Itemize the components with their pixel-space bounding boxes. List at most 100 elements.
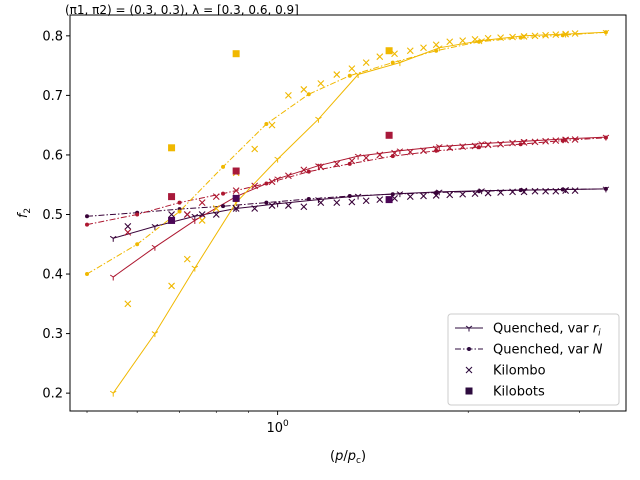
y-tick-label: 0.3: [42, 327, 63, 342]
data-point: [300, 86, 308, 93]
legend-marker: [465, 366, 473, 374]
y-tick-label: 0.2: [42, 387, 63, 402]
data-point: [420, 147, 427, 155]
data-point: [317, 163, 325, 171]
data-point: [85, 222, 90, 227]
legend-label: Kilobots: [493, 385, 545, 400]
data-point: [432, 145, 440, 153]
data-point: [552, 137, 560, 145]
data-point: [531, 32, 539, 40]
data-point: [542, 137, 549, 145]
series-line: [86, 188, 606, 217]
data-point: [385, 47, 393, 55]
data-point: [562, 136, 569, 144]
series-square-lambda-0.6: [168, 131, 393, 201]
data-point: [509, 33, 516, 41]
data-point: [484, 189, 492, 197]
data-point: [232, 167, 240, 175]
series-x-lambda-0.9: [124, 30, 579, 308]
data-point: [232, 50, 240, 58]
y-tick-label: 0.5: [42, 208, 63, 223]
data-point: [396, 148, 404, 155]
y-tick-label: 0.7: [42, 89, 63, 104]
data-point: [420, 192, 427, 200]
legend-label: Quenched, var ri: [493, 322, 601, 339]
data-point: [362, 197, 370, 205]
data-point: [221, 191, 226, 196]
series-dashdot-dot-lambda-0.6: [85, 135, 608, 227]
data-point: [562, 187, 569, 195]
legend-entry: Quenched, var ri: [455, 322, 601, 339]
data-point: [354, 153, 362, 160]
data-point: [264, 181, 269, 186]
data-point: [497, 34, 504, 42]
data-point: [124, 228, 132, 236]
y-tick-label: 0.6: [42, 148, 63, 163]
data-point: [348, 198, 356, 206]
data-point: [333, 160, 341, 168]
data-point: [446, 38, 454, 46]
legend-marker: [467, 347, 471, 351]
data-point: [477, 189, 482, 194]
data-point: [168, 193, 176, 201]
series-square-lambda-0.3: [168, 194, 393, 224]
data-point: [571, 30, 579, 37]
data-point: [471, 36, 479, 43]
data-point: [434, 48, 439, 53]
x-tick-label: 100: [266, 419, 289, 436]
data-point: [542, 187, 549, 195]
data-point: [274, 156, 281, 163]
data-point: [477, 145, 482, 150]
data-point: [268, 202, 276, 209]
data-point: [251, 145, 259, 153]
data-point: [432, 41, 440, 49]
data-point: [251, 205, 259, 212]
data-point: [509, 188, 516, 196]
data-point: [497, 140, 504, 148]
data-point: [333, 71, 341, 78]
data-point: [264, 121, 269, 126]
series-line: [86, 137, 606, 226]
data-point: [571, 136, 579, 143]
data-point: [85, 272, 90, 277]
legend-marker: [465, 325, 473, 332]
data-point: [300, 203, 308, 211]
data-point: [212, 205, 220, 212]
data-point: [232, 194, 240, 202]
data-point: [168, 144, 176, 152]
data-point: [406, 193, 414, 201]
data-point: [520, 188, 528, 196]
legend-entry: Quenched, var N: [455, 343, 603, 358]
data-point: [520, 33, 528, 40]
data-point: [168, 216, 176, 224]
data-point: [434, 190, 439, 195]
data-point: [459, 190, 467, 198]
data-point: [390, 154, 395, 159]
data-point: [212, 193, 220, 201]
data-point: [198, 217, 206, 224]
legend-entries: Quenched, var ri Quenched, var N Kilombo Ki…: [455, 322, 603, 400]
legend-box: [447, 313, 620, 406]
x-axis-label: (p/pc): [330, 449, 366, 466]
data-point: [306, 169, 311, 174]
data-point: [285, 92, 292, 99]
data-point: [109, 274, 117, 281]
data-point: [484, 34, 492, 42]
y-tick-label: 0.4: [42, 268, 63, 283]
data-point: [552, 187, 560, 195]
data-point: [446, 191, 454, 199]
data-point: [348, 157, 356, 165]
data-point: [471, 142, 479, 150]
data-point: [221, 164, 226, 169]
y-tick-label: 0.8: [42, 29, 63, 44]
legend-entry: Kilobots: [465, 385, 545, 400]
chart-title: (π1, π2) = (0.3, 0.3), λ = [0.3, 0.6, 0.…: [65, 3, 299, 17]
data-point: [347, 161, 352, 166]
data-point: [317, 80, 325, 87]
data-point: [151, 331, 159, 338]
data-point: [376, 151, 384, 159]
series-line: [112, 136, 606, 278]
data-point: [571, 187, 579, 195]
data-point: [221, 204, 226, 209]
data-point: [347, 73, 352, 78]
